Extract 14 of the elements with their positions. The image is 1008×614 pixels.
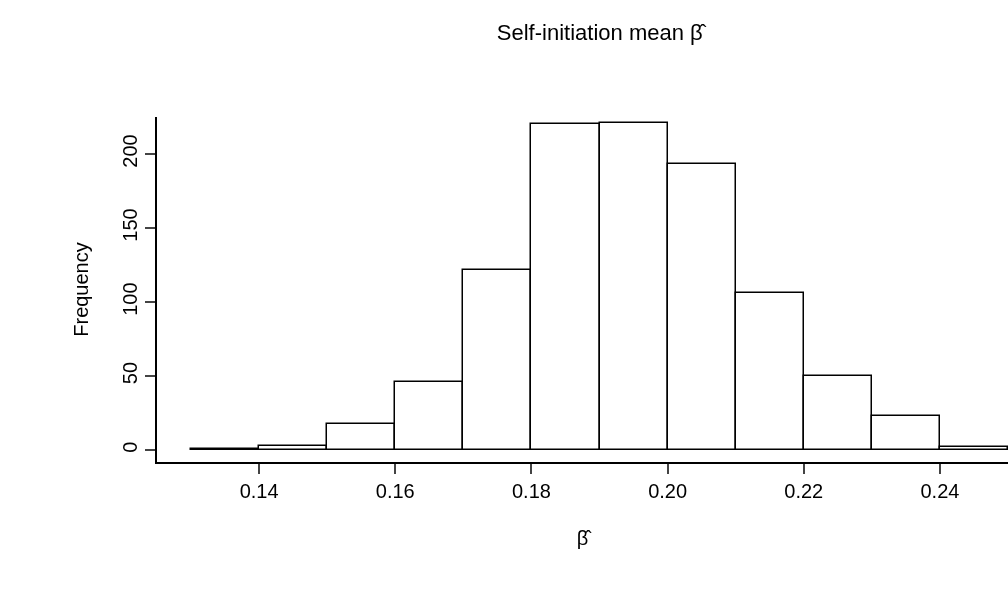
chart-title: Self-initiation mean β̂ [496,19,707,45]
x-tick-label: 0.22 [784,479,824,502]
y-tick-label: 100 [119,282,142,316]
x-tick-label: 0.20 [648,479,688,502]
y-tick-label: 200 [119,134,142,168]
y-axis-title: Frequency [70,242,93,337]
x-tick-label: 0.24 [920,479,960,502]
x-tick-label: 0.18 [511,479,551,502]
x-tick-label: 0.16 [375,479,415,502]
y-tick-label: 150 [119,208,142,242]
y-tick-label: 0 [119,441,142,453]
y-tick-label: 50 [119,361,142,385]
x-tick-label: 0.14 [239,479,279,502]
x-axis-title: β̂ [576,526,593,549]
